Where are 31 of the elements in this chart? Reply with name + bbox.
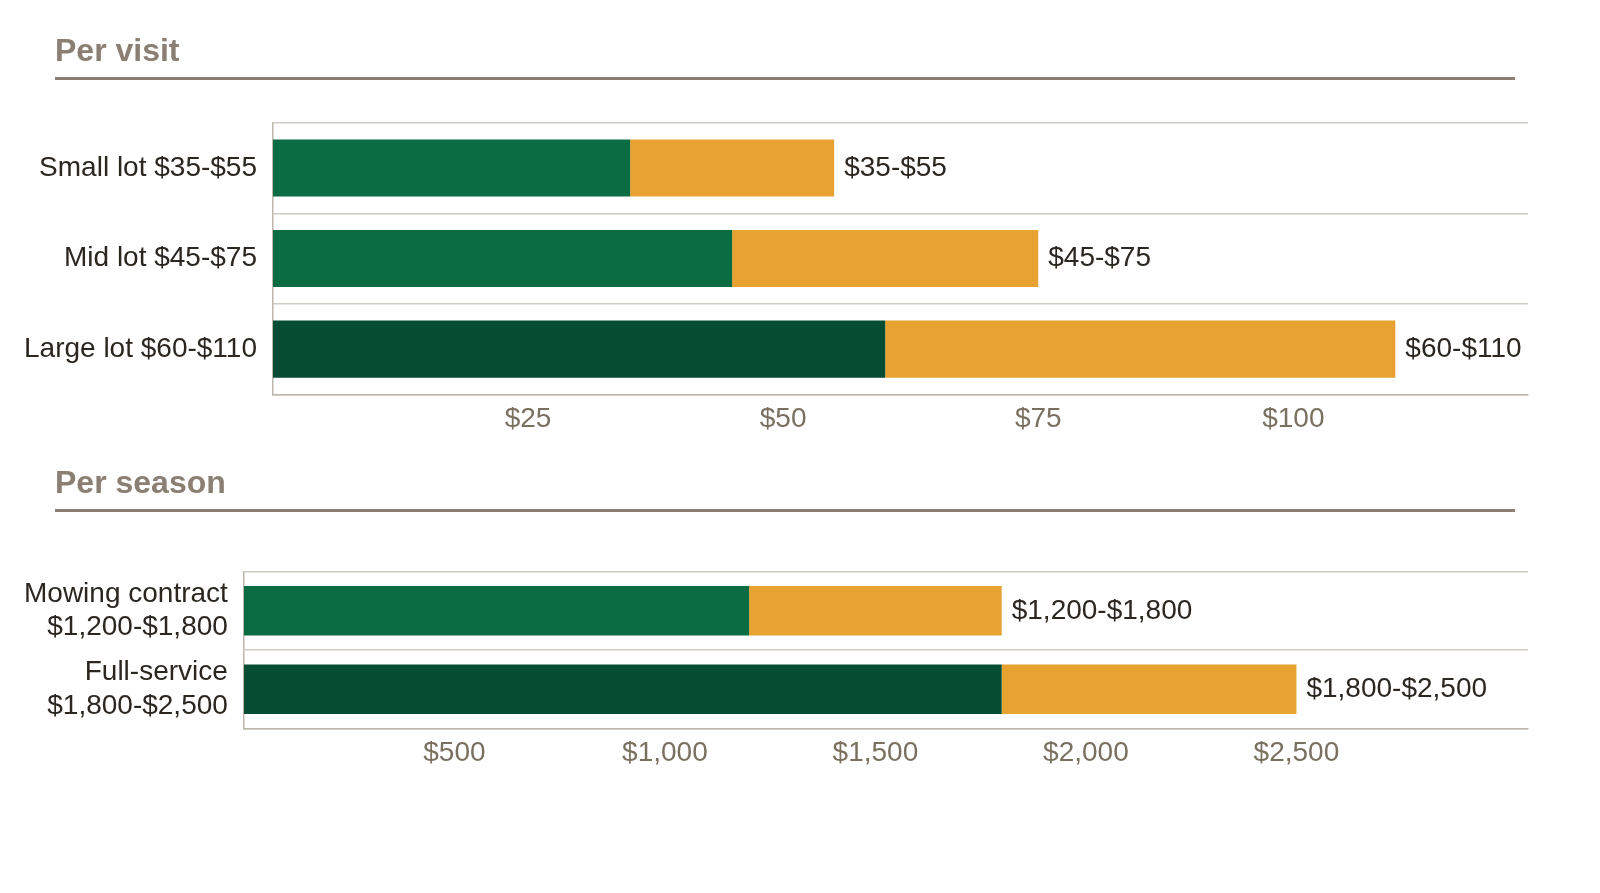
y-tick-label: Mid lot $45-$75 <box>63 241 257 273</box>
y-tick-label: Large lot $60-$110 <box>24 331 257 363</box>
total-label: $35-$55 <box>844 150 947 182</box>
x-tick-label: $2,000 <box>1043 735 1129 767</box>
x-tick-label: $75 <box>1014 401 1062 433</box>
x-tick-label: $2,500 <box>1253 735 1340 767</box>
chart-title: Per visit <box>55 32 1515 80</box>
y-tick-label: Full-service $1,800-$2,500 <box>47 655 228 720</box>
x-tick-label: $25 <box>504 401 552 433</box>
bar <box>243 664 1002 714</box>
bar <box>630 139 835 197</box>
y-tick-label: Small lot $35-$55 <box>39 150 257 182</box>
total-label: $1,200-$1,800 <box>1011 593 1193 625</box>
x-tick-label: $100 <box>1262 401 1325 433</box>
chart-title: Per season <box>55 464 1515 512</box>
bar <box>273 139 631 197</box>
x-tick-label: $50 <box>759 401 807 433</box>
bar <box>273 230 733 288</box>
total-label: $45-$75 <box>1048 241 1152 273</box>
x-tick-label: $500 <box>423 735 486 767</box>
bar <box>1001 664 1297 714</box>
bar <box>885 320 1396 378</box>
bar <box>732 230 1039 288</box>
total-label: $1,800-$2,500 <box>1306 671 1488 703</box>
x-tick-label: $1,500 <box>832 735 919 767</box>
bar <box>273 320 886 378</box>
x-tick-label: $1,000 <box>622 735 708 767</box>
total-label: $60-$110 <box>1405 331 1522 363</box>
y-tick-label: Mowing contract $1,200-$1,800 <box>23 576 229 642</box>
bar <box>749 586 1002 636</box>
bar <box>243 586 750 636</box>
